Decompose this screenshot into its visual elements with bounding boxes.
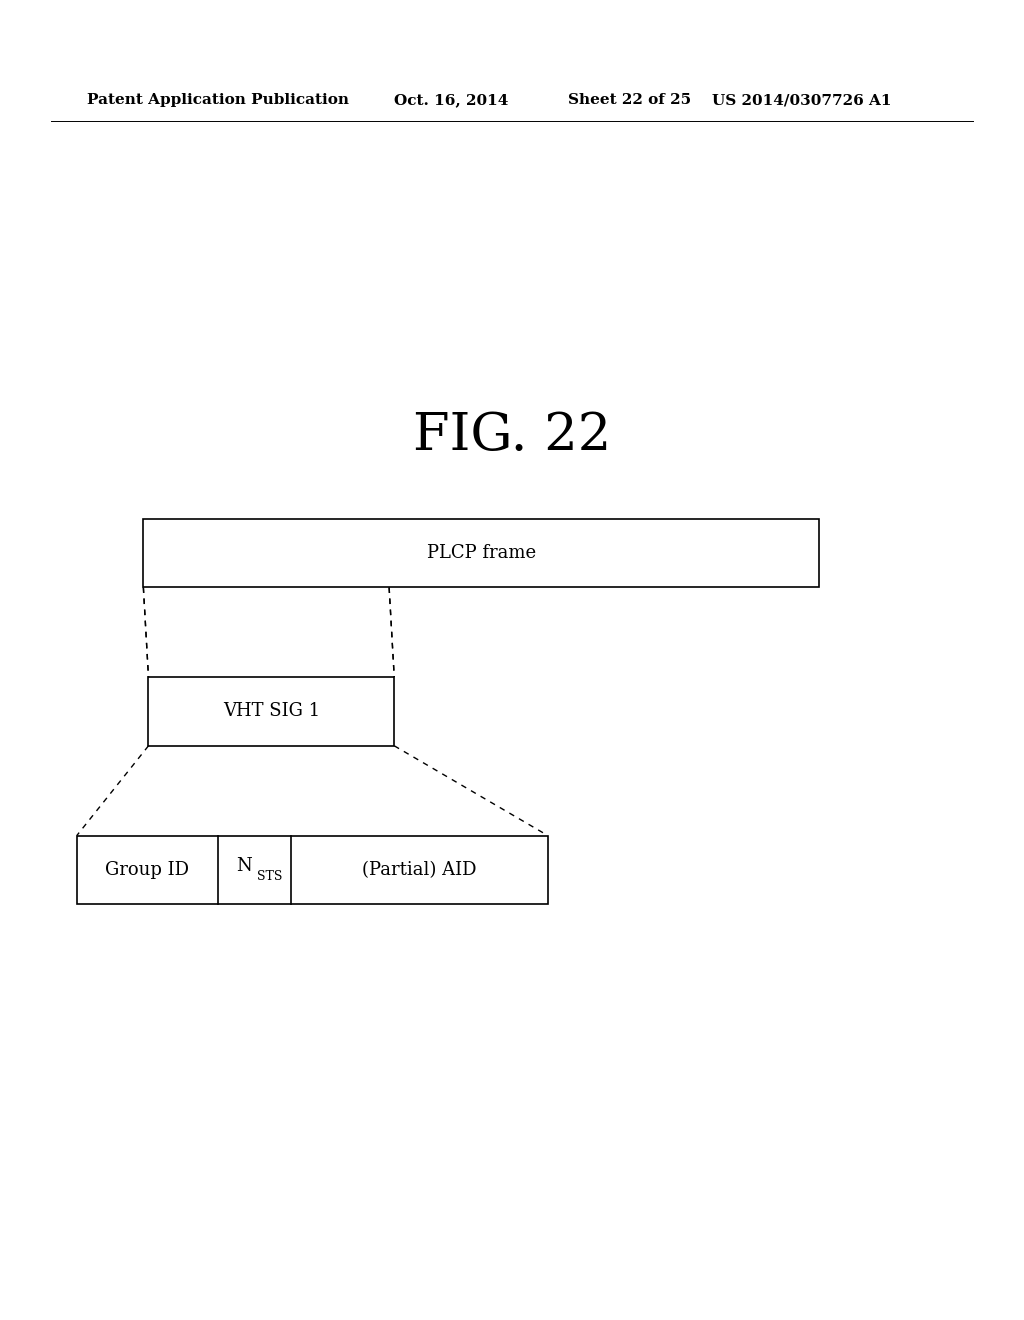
Text: Sheet 22 of 25: Sheet 22 of 25 — [568, 94, 691, 107]
Text: US 2014/0307726 A1: US 2014/0307726 A1 — [712, 94, 891, 107]
Text: Oct. 16, 2014: Oct. 16, 2014 — [394, 94, 509, 107]
Bar — [77, 836, 548, 904]
Text: N: N — [237, 857, 252, 875]
Text: FIG. 22: FIG. 22 — [413, 411, 611, 461]
Bar — [148, 677, 394, 746]
Text: Group ID: Group ID — [105, 861, 189, 879]
Text: (Partial) AID: (Partial) AID — [362, 861, 477, 879]
Text: VHT SIG 1: VHT SIG 1 — [223, 702, 319, 721]
Text: PLCP frame: PLCP frame — [427, 544, 536, 562]
Bar — [143, 519, 819, 587]
Text: Patent Application Publication: Patent Application Publication — [87, 94, 349, 107]
Text: STS: STS — [257, 870, 283, 883]
